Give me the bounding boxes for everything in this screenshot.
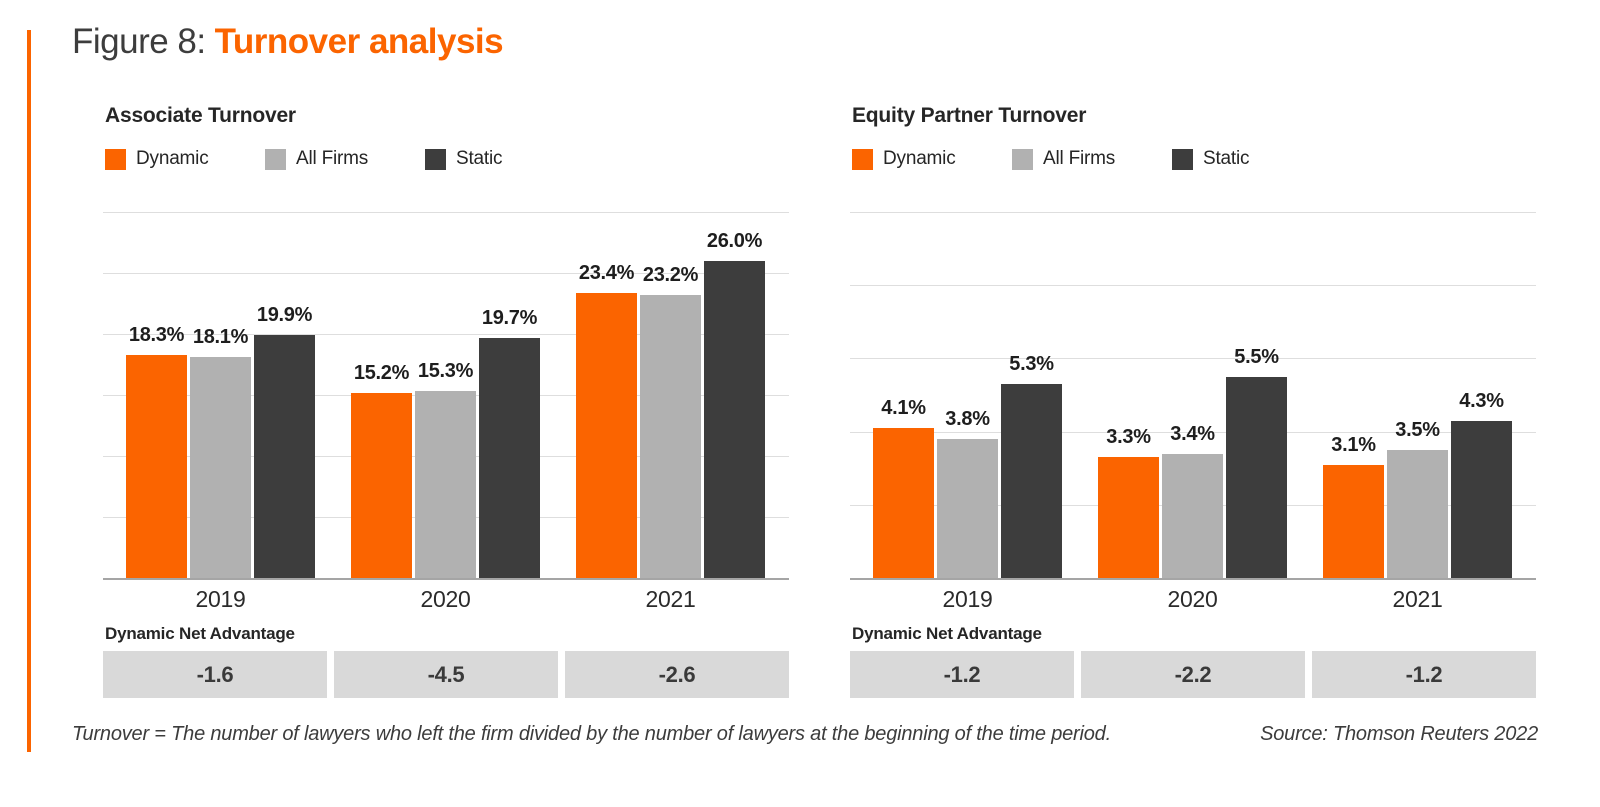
- x-axis-label: 2021: [1392, 586, 1443, 612]
- figure-title-highlight: Turnover analysis: [214, 22, 504, 61]
- bar: [704, 260, 765, 578]
- value-label: 3.8%: [945, 407, 990, 430]
- net-advantage-value: -1.2: [1312, 651, 1536, 698]
- net-advantage-value: -1.2: [850, 651, 1074, 698]
- value-label: 23.4%: [578, 261, 635, 284]
- plot-area: 18.3% 18.1% 19.9% 2019 15.2% 15.3% 19.7% 2020 23…: [103, 212, 789, 612]
- net-advantage-value: -2.2: [1081, 651, 1305, 698]
- legend-item: All Firms: [1012, 148, 1172, 170]
- bar: [126, 354, 187, 578]
- legend-label: All Firms: [1043, 148, 1116, 169]
- legend-item: Static: [425, 148, 585, 170]
- gridline: [850, 285, 1536, 287]
- legend-item: All Firms: [265, 148, 425, 170]
- bar: [1387, 449, 1448, 578]
- legend-swatch: [265, 148, 286, 170]
- net-advantage-value: -1.6: [103, 651, 327, 698]
- legend-swatch: [1172, 148, 1193, 170]
- bar: [1226, 376, 1287, 578]
- value-label: 5.5%: [1234, 345, 1279, 368]
- bar: [873, 427, 934, 578]
- bar: [1162, 453, 1223, 578]
- gridline: [103, 334, 789, 335]
- bar: [640, 294, 701, 578]
- bar: [1098, 457, 1159, 578]
- bar: [1323, 464, 1384, 578]
- value-label: 3.4%: [1170, 422, 1215, 445]
- legend-swatch: [105, 148, 126, 170]
- figure-title: Figure 8: Turnover analysis: [72, 22, 504, 62]
- chart-legend: Dynamic All Firms Static: [852, 148, 1332, 170]
- value-label: 23.2%: [642, 263, 699, 286]
- bar: [1001, 384, 1062, 578]
- value-label: 19.7%: [481, 306, 538, 329]
- value-label: 15.2%: [353, 361, 410, 384]
- value-label: 3.3%: [1106, 426, 1151, 449]
- net-advantage-title: Dynamic Net Advantage: [105, 624, 295, 643]
- net-advantage-row: -1.6 -4.5 -2.6: [103, 651, 789, 698]
- value-label: 15.3%: [417, 360, 474, 383]
- legend-item: Static: [1172, 148, 1332, 170]
- x-axis-label: 2019: [195, 586, 246, 612]
- net-advantage-row: -1.2 -2.2 -1.2: [850, 651, 1536, 698]
- bar: [254, 335, 315, 578]
- bar: [576, 292, 637, 578]
- legend-item: Dynamic: [852, 148, 1012, 170]
- figure-label: Figure 8:: [72, 22, 206, 61]
- chart-title: Associate Turnover: [105, 104, 296, 127]
- net-advantage-title: Dynamic Net Advantage: [852, 624, 1042, 643]
- legend-label: Static: [1203, 148, 1250, 169]
- plot-area: 4.1% 3.8% 5.3% 2019 3.3% 3.4% 5.5% 2020 3.1% 3.5%…: [850, 212, 1536, 612]
- value-label: 5.3%: [1009, 353, 1054, 376]
- legend-label: All Firms: [296, 148, 369, 169]
- gridline: [850, 431, 1536, 433]
- accent-bar: [27, 30, 31, 752]
- bar: [415, 391, 476, 578]
- value-label: 3.5%: [1395, 418, 1440, 441]
- x-axis-label: 2021: [645, 586, 696, 612]
- gridline: [103, 273, 789, 274]
- bar: [190, 357, 251, 578]
- legend-swatch: [425, 148, 446, 170]
- legend-swatch: [852, 148, 873, 170]
- footnote: Turnover = The number of lawyers who lef…: [72, 723, 1111, 745]
- value-label: 3.1%: [1331, 433, 1376, 456]
- chart-equity-partner-turnover: Equity Partner Turnover Dynamic All Firms…: [850, 104, 1536, 700]
- bar: [937, 438, 998, 578]
- legend-label: Static: [456, 148, 503, 169]
- x-axis-label: 2020: [420, 586, 471, 612]
- bar: [479, 337, 540, 578]
- value-label: 26.0%: [706, 229, 763, 252]
- value-label: 4.3%: [1459, 389, 1504, 412]
- gridline: [850, 212, 1536, 213]
- bar: [351, 392, 412, 578]
- gridline: [850, 358, 1536, 360]
- value-label: 19.9%: [256, 304, 313, 327]
- legend-swatch: [1012, 148, 1033, 170]
- value-label: 18.1%: [192, 326, 249, 349]
- source-credit: Source: Thomson Reuters 2022: [1260, 723, 1538, 745]
- chart-associate-turnover: Associate Turnover Dynamic All Firms Stati…: [103, 104, 789, 700]
- chart-legend: Dynamic All Firms Static: [105, 148, 585, 170]
- net-advantage-value: -2.6: [565, 651, 789, 698]
- value-label: 18.3%: [128, 323, 185, 346]
- chart-title: Equity Partner Turnover: [852, 104, 1087, 127]
- legend-label: Dynamic: [883, 148, 956, 169]
- x-axis-label: 2020: [1167, 586, 1218, 612]
- net-advantage-value: -4.5: [334, 651, 558, 698]
- gridline: [103, 212, 789, 213]
- legend-item: Dynamic: [105, 148, 265, 170]
- legend-label: Dynamic: [136, 148, 209, 169]
- bar: [1451, 420, 1512, 578]
- value-label: 4.1%: [881, 396, 926, 419]
- x-axis-label: 2019: [942, 586, 993, 612]
